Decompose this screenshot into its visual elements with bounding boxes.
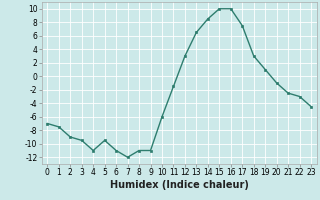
X-axis label: Humidex (Indice chaleur): Humidex (Indice chaleur) bbox=[110, 180, 249, 190]
